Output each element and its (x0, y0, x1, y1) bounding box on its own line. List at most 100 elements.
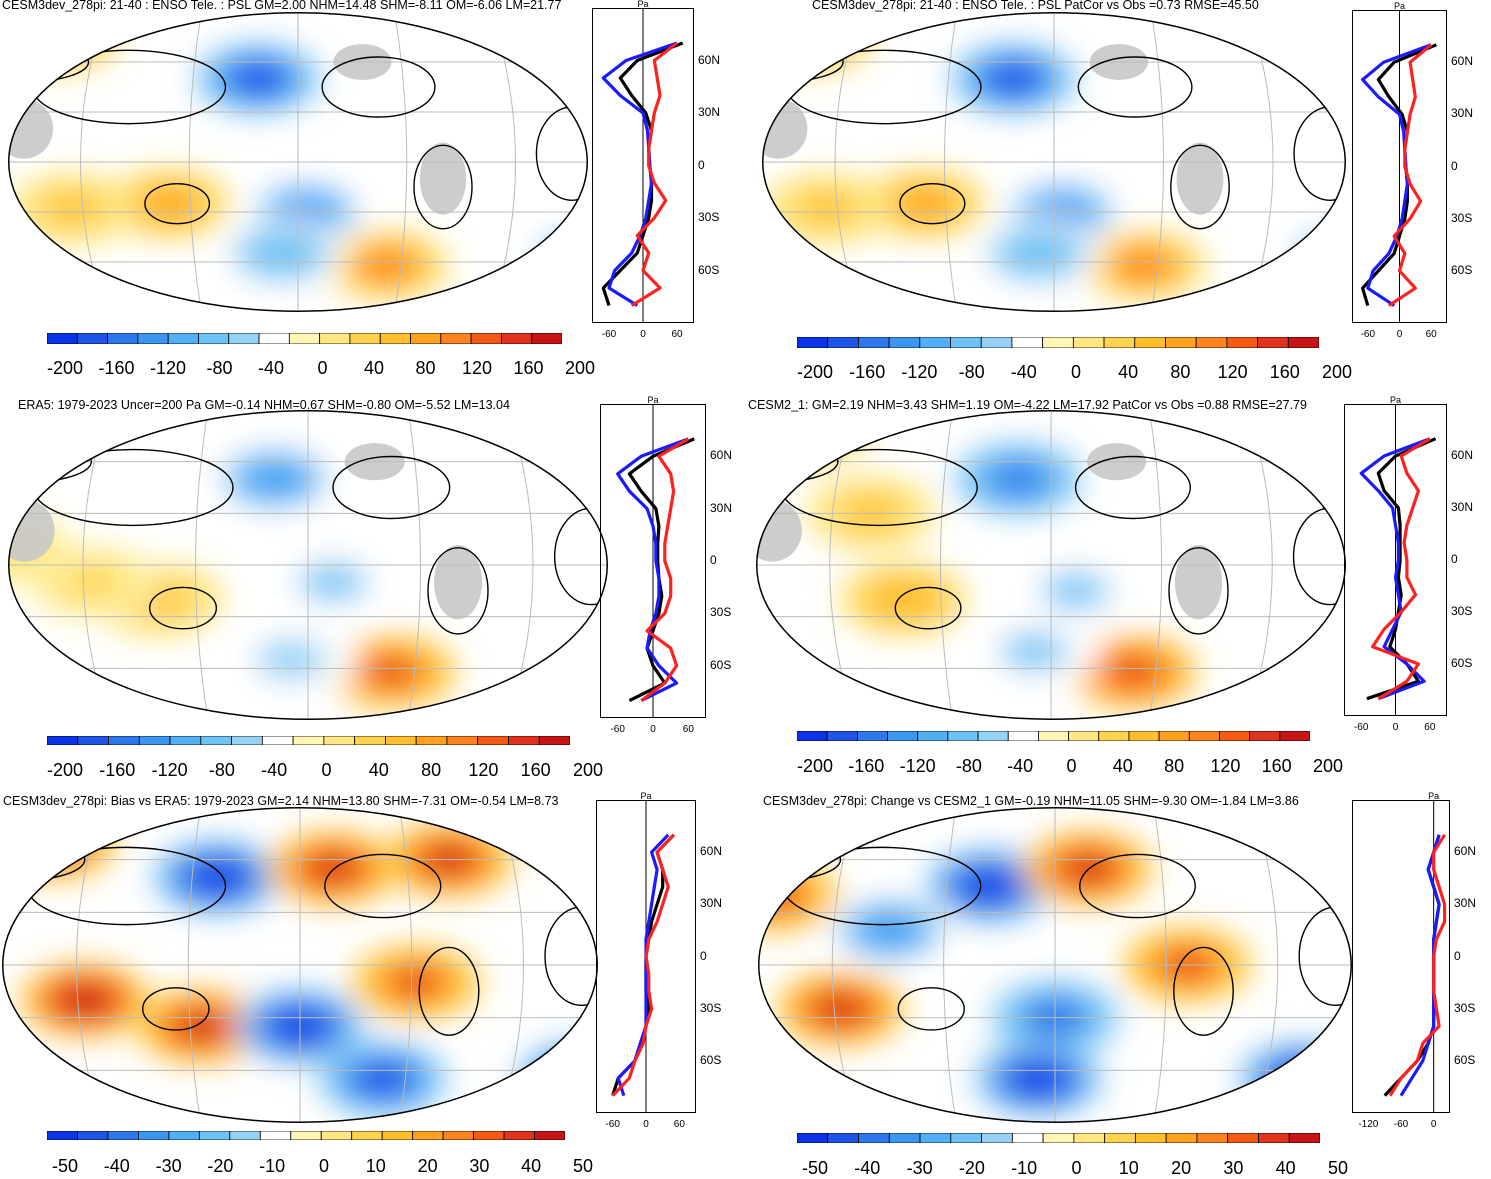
coastline (1079, 853, 1196, 919)
map-border (758, 807, 1352, 1123)
profile-unit: Pa (1389, 395, 1402, 405)
coastline (148, 586, 218, 630)
anomaly-contour (1266, 1058, 1339, 1101)
colorbar-swatch (1258, 1133, 1290, 1143)
anomaly-contour (818, 996, 863, 1022)
anomaly-contour (992, 66, 1035, 91)
colorbar-swatch (947, 731, 979, 741)
masked-region (419, 142, 467, 215)
profile-tick-label: 60 (1425, 329, 1437, 340)
latitude-label: 60S (1451, 656, 1473, 670)
colorbar-label: 40 (1118, 362, 1139, 382)
profile-line-obs (611, 833, 675, 1097)
colorbar-swatch (76, 333, 108, 344)
colorbar (47, 736, 570, 745)
colorbar-swatch (138, 1131, 170, 1140)
anomaly-contour (1012, 638, 1057, 664)
colorbar-swatch (797, 731, 828, 741)
colorbar-swatch (538, 736, 570, 745)
panel-title: CESM3dev_278pi: Change vs CESM2_1 GM=-0.… (763, 794, 1299, 808)
map-plot (8, 12, 588, 312)
colorbar-swatch (198, 1131, 231, 1140)
colorbar-swatch (797, 1133, 829, 1143)
colorbar-swatch (1073, 1133, 1106, 1143)
colorbar-swatch (1068, 731, 1100, 741)
profile-tick-label: -60 (601, 329, 617, 340)
colorbar-swatch (349, 333, 381, 344)
colorbar-label: 200 (1321, 362, 1353, 382)
anomaly-contour (360, 1066, 405, 1092)
colorbar (797, 1133, 1320, 1143)
colorbar-swatch (919, 1133, 952, 1143)
colorbar-swatch (168, 1131, 200, 1140)
colorbar-swatch (1288, 1133, 1320, 1143)
colorbar (47, 1131, 565, 1140)
map-border (8, 12, 588, 312)
latitude-label: 30N (1454, 896, 1477, 911)
anomaly-contour (559, 1066, 598, 1092)
colorbar-label: -160 (98, 358, 135, 378)
latitude-label: 60S (700, 1052, 722, 1067)
graticule-line (195, 410, 209, 720)
colorbar-swatch (107, 1131, 139, 1140)
colorbar-swatch (919, 337, 951, 348)
colorbar-swatch (231, 736, 263, 745)
map-plot (8, 410, 608, 720)
latitude-label: 30N (698, 105, 721, 119)
colorbar-swatch (410, 333, 442, 344)
profile-tick-label: -60 (1353, 722, 1369, 733)
profile-tick-label: 0 (1396, 329, 1403, 340)
anomaly-contour (62, 987, 107, 1013)
latitude-label: 30S (698, 210, 720, 224)
anomaly-contour (1053, 578, 1098, 604)
colorbar-label: 160 (1261, 756, 1292, 776)
colorbar-swatch (1103, 337, 1136, 348)
anomaly-contour (236, 66, 279, 91)
masked-region (1174, 545, 1223, 620)
anomaly-contour (805, 196, 849, 221)
anomaly-contour (881, 587, 926, 612)
colorbar-swatch (77, 1131, 109, 1140)
colorbar-swatch (47, 736, 79, 745)
colorbar-swatch (1227, 1133, 1259, 1143)
colorbar-swatch (137, 333, 169, 344)
colorbar-swatch (827, 337, 859, 348)
anomaly-contour (1308, 241, 1346, 266)
colorbar-swatch (531, 333, 562, 344)
profile-tick-label: 60 (673, 1119, 685, 1130)
colorbar-swatch (442, 1131, 474, 1140)
latitude-label: 0 (710, 553, 717, 567)
colorbar-swatch (477, 736, 509, 745)
profile-tick-label: 0 (640, 329, 646, 340)
colorbar-label: 0 (318, 1156, 330, 1176)
map-plot (2, 807, 598, 1123)
colorbar-label: -200 (46, 358, 84, 378)
zonal-mean-profile (592, 8, 694, 323)
colorbar-swatch (827, 1133, 859, 1143)
anomaly-contour (902, 191, 946, 216)
anomaly-contour (35, 25, 78, 49)
graticule-line (1148, 410, 1163, 720)
colorbar-swatch (1011, 337, 1044, 348)
anomaly-contour (195, 864, 240, 890)
graticule-line (944, 12, 958, 312)
zonal-mean-profile (1352, 800, 1450, 1113)
coastline (418, 946, 480, 1036)
colorbar-swatch (290, 1131, 322, 1140)
colorbar-swatch (258, 333, 290, 344)
zonal-mean-profile (596, 800, 696, 1113)
colorbar-swatch (354, 736, 386, 745)
map-border (762, 12, 1346, 312)
zonal-mean-profile (1344, 404, 1447, 716)
colorbar-label: -120 (899, 756, 936, 776)
colorbar-swatch (1226, 337, 1258, 348)
colorbar-label: 120 (468, 760, 499, 780)
colorbar-label: 30 (1223, 1158, 1244, 1178)
colorbar-swatch (887, 731, 919, 741)
profile-frame (1352, 800, 1450, 1113)
latitude-label: 30S (1454, 1000, 1476, 1015)
colorbar-swatch (1196, 1133, 1229, 1143)
colorbar-label: 40 (1275, 1158, 1296, 1178)
profile-tick-label: -60 (1393, 1119, 1409, 1130)
masked-region (434, 545, 482, 620)
